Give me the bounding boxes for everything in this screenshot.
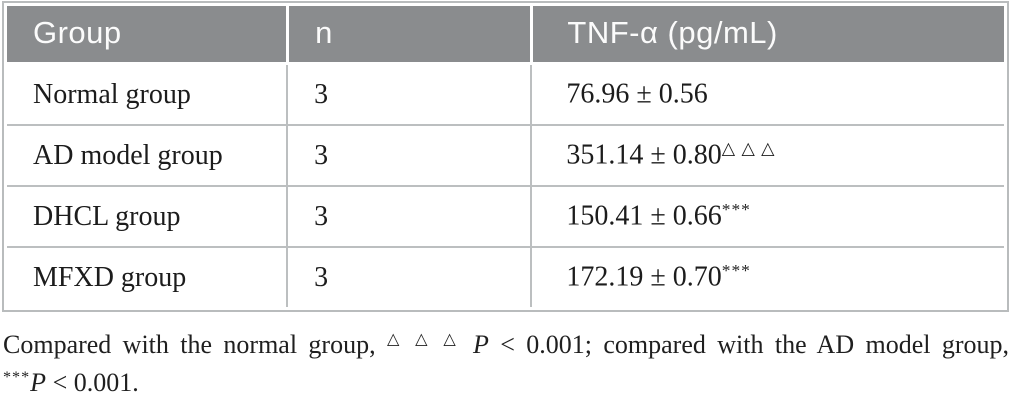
table-footnote: Compared with the normal group, △ △ △ P … [3,326,1009,401]
footnote-line-1: Compared with the normal group, △ △ △ P … [3,326,1009,364]
cell-group-name: AD model group [7,124,287,185]
table-row: DHCL group 3 150.41 ± 0.66*** [7,185,1004,246]
p-value-symbol: P [30,367,47,397]
footnote-text: < 0.001. [46,367,139,397]
value-text: 150.41 ± 0.66 [566,200,722,232]
cell-group-name: Normal group [7,65,287,124]
cell-n: 3 [286,65,531,124]
cell-tnf-value: 351.14 ± 0.80△ △ △ [530,124,1004,185]
column-header-group: Group [7,6,287,65]
significance-marker-stars: *** [721,261,751,281]
triangle-significance-symbols: △ △ △ [386,331,462,349]
significance-marker-triangles: △ △ △ [721,139,776,159]
column-header-tnf-alpha: TNF-α (pg/mL) [530,6,1004,65]
column-header-n: n [286,6,531,65]
cell-group-name: DHCL group [7,185,287,246]
table-header-row: Group n TNF-α (pg/mL) [7,6,1004,65]
cell-tnf-value: 76.96 ± 0.56 [530,65,1004,124]
p-value-symbol: P [461,330,489,359]
value-text: 351.14 ± 0.80 [566,139,722,171]
value-text: 76.96 ± 0.56 [566,78,708,110]
table-row: MFXD group 3 172.19 ± 0.70*** [7,246,1004,307]
cell-n: 3 [286,246,531,307]
cell-n: 3 [286,185,531,246]
significance-marker-stars: *** [721,200,751,220]
star-significance-symbols: *** [3,368,31,386]
results-table-frame: Group n TNF-α (pg/mL) Normal group 3 76.… [2,1,1009,312]
table-row: AD model group 3 351.14 ± 0.80△ △ △ [7,124,1004,185]
cell-group-name: MFXD group [7,246,287,307]
cell-tnf-value: 150.41 ± 0.66*** [530,185,1004,246]
footnote-text: < 0.001; compared with the AD model grou… [488,330,1009,359]
value-text: 172.19 ± 0.70 [566,261,722,293]
table-row: Normal group 3 76.96 ± 0.56 [7,65,1004,124]
cell-n: 3 [286,124,531,185]
footnote-line-2: ***P < 0.001. [3,364,1009,402]
cell-tnf-value: 172.19 ± 0.70*** [530,246,1004,307]
tnf-alpha-results-table: Group n TNF-α (pg/mL) Normal group 3 76.… [7,6,1004,307]
footnote-text: Compared with the normal group, [3,330,387,359]
